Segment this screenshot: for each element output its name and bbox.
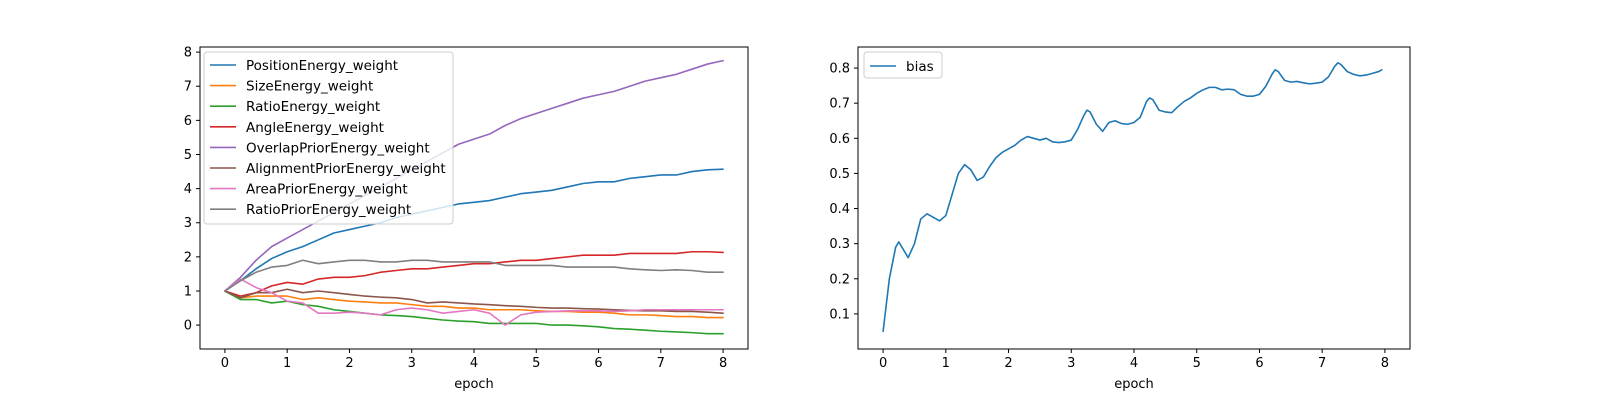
- right-x-tick-label: 4: [1130, 356, 1138, 371]
- left-legend-label-7: RatioPriorEnergy_weight: [246, 202, 411, 218]
- left-y-tick-label: 2: [184, 250, 192, 265]
- left-legend-label-0: PositionEnergy_weight: [246, 58, 398, 74]
- left-x-tick-label: 5: [532, 356, 540, 371]
- left-y-tick-label: 6: [184, 114, 192, 129]
- left-legend-label-3: AngleEnergy_weight: [246, 120, 384, 136]
- right-y-tick-label: 0.4: [829, 202, 850, 217]
- left-legend-label-2: RatioEnergy_weight: [246, 99, 380, 115]
- left-x-tick-label: 1: [283, 356, 291, 371]
- left-series-line-4: [224, 59, 724, 292]
- right-x-tick-label: 6: [1255, 356, 1263, 371]
- left-x-tick-label: 2: [345, 356, 353, 371]
- right-legend-box: [863, 51, 943, 79]
- right-y-axis: 0.1 0.2 0.3 0.4 0.5 0.6 0.7 0.8: [829, 62, 858, 322]
- left-y-tick-label: 8: [184, 46, 192, 61]
- left-series-line-6: [224, 278, 724, 326]
- left-y-tick-label: 3: [184, 216, 192, 231]
- right-x-tick-label: 0: [879, 356, 887, 371]
- left-legend-items: PositionEnergy_weight SizeEnergy_weight Ra…: [210, 58, 446, 218]
- right-x-tick-label: 1: [942, 356, 950, 371]
- right-x-axis-label: epoch: [1114, 377, 1154, 392]
- left-y-axis: 0 1 2 3 4 5 6 7 8: [184, 46, 200, 334]
- left-legend-label-5: AlignmentPriorEnergy_weight: [246, 161, 446, 177]
- left-legend-label-6: AreaPriorEnergy_weight: [246, 182, 408, 198]
- left-x-tick-label: 6: [594, 356, 602, 371]
- left-x-tick-label: 8: [719, 356, 727, 371]
- left-plot-lines: [224, 59, 724, 335]
- left-legend-label-4: OverlapPriorEnergy_weight: [246, 140, 430, 156]
- right-x-tick-label: 5: [1193, 356, 1201, 371]
- right-y-tick-label: 0.5: [829, 167, 850, 182]
- right-y-tick-label: 0.2: [829, 272, 850, 287]
- right-x-tick-label: 7: [1318, 356, 1326, 371]
- right-legend-label-0: bias: [906, 59, 934, 75]
- left-y-tick-label: 1: [184, 284, 192, 299]
- left-y-tick-label: 7: [184, 80, 192, 95]
- left-series-line-1: [224, 290, 724, 319]
- right-legend-items: bias: [870, 59, 934, 75]
- right-series-line-0: [882, 62, 1383, 333]
- left-legend: PositionEnergy_weight SizeEnergy_weight Ra…: [203, 51, 454, 225]
- right-y-tick-label: 0.3: [829, 237, 850, 252]
- right-y-tick-label: 0.7: [829, 97, 850, 112]
- right-x-tick-label: 3: [1067, 356, 1075, 371]
- left-x-tick-label: 7: [657, 356, 665, 371]
- left-y-tick-label: 4: [184, 182, 192, 197]
- left-series-line-3: [224, 250, 724, 297]
- left-x-tick-label: 4: [470, 356, 478, 371]
- left-y-tick-label: 0: [184, 319, 192, 334]
- right-y-tick-label: 0.1: [829, 307, 850, 322]
- right-chart-panel: 0 1 2 3 4 5 6 7 8 0.1 0.2 0.3 0.4 0.5 0.6 0.7 0.8 epoch…: [829, 46, 1411, 392]
- left-x-axis-label: epoch: [454, 377, 494, 392]
- right-plot-lines: [882, 62, 1383, 333]
- right-x-tick-label: 2: [1004, 356, 1012, 371]
- right-x-tick-label: 8: [1381, 356, 1389, 371]
- left-series-line-7: [224, 259, 724, 292]
- left-legend-box: [203, 51, 454, 225]
- left-x-tick-label: 3: [408, 356, 416, 371]
- right-x-axis: 0 1 2 3 4 5 6 7 8: [879, 349, 1389, 371]
- right-legend: bias: [863, 51, 943, 79]
- left-series-line-2: [224, 290, 724, 335]
- left-chart-panel: 0 1 2 3 4 5 6 7 8 0 1 2 3 4 5 6 7 8 epoch PositionEnergy…: [184, 46, 749, 392]
- right-y-tick-label: 0.8: [829, 62, 850, 77]
- left-series-line-0: [224, 168, 724, 292]
- left-legend-label-1: SizeEnergy_weight: [246, 79, 373, 95]
- left-x-axis: 0 1 2 3 4 5 6 7 8: [221, 349, 727, 371]
- left-x-tick-label: 0: [221, 356, 229, 371]
- left-y-tick-label: 5: [184, 148, 192, 163]
- right-y-tick-label: 0.6: [829, 132, 850, 147]
